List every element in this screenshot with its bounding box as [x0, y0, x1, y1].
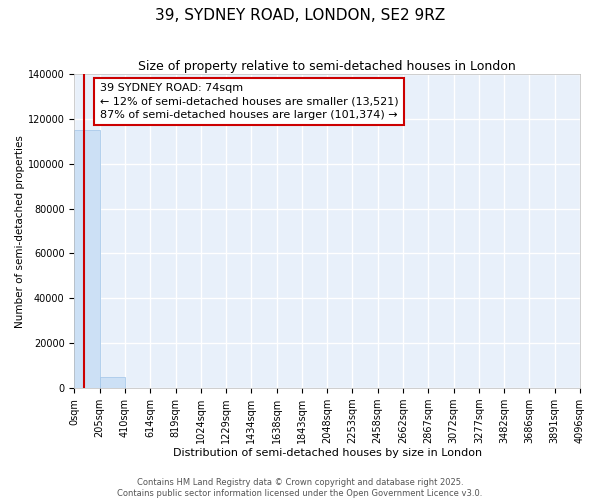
Text: 39 SYDNEY ROAD: 74sqm
← 12% of semi-detached houses are smaller (13,521)
87% of : 39 SYDNEY ROAD: 74sqm ← 12% of semi-deta… [100, 83, 398, 120]
X-axis label: Distribution of semi-detached houses by size in London: Distribution of semi-detached houses by … [173, 448, 482, 458]
Title: Size of property relative to semi-detached houses in London: Size of property relative to semi-detach… [139, 60, 516, 73]
Bar [74, 130, 100, 388]
Text: 39, SYDNEY ROAD, LONDON, SE2 9RZ: 39, SYDNEY ROAD, LONDON, SE2 9RZ [155, 8, 445, 22]
Text: Contains HM Land Registry data © Crown copyright and database right 2025.
Contai: Contains HM Land Registry data © Crown c… [118, 478, 482, 498]
Bar [100, 378, 125, 388]
Y-axis label: Number of semi-detached properties: Number of semi-detached properties [15, 134, 25, 328]
